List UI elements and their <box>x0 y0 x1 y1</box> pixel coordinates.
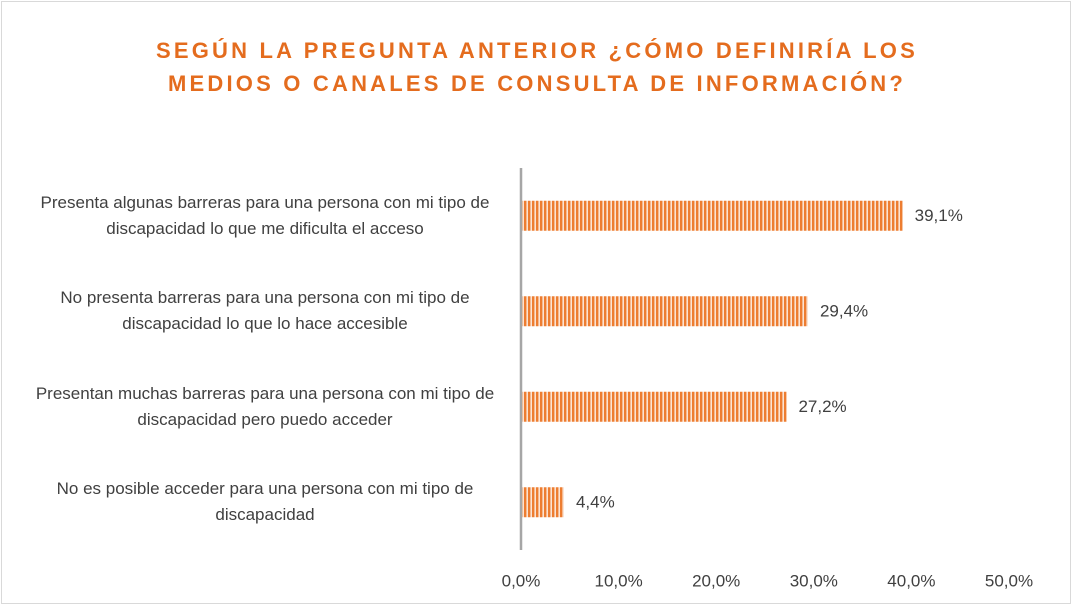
y-tick-label: Presenta algunas barreras para una perso… <box>40 192 490 238</box>
x-tick-label: 20,0% <box>692 571 740 590</box>
value-label: 4,4% <box>576 493 615 512</box>
y-tick-label: Presentan muchas barreras para una perso… <box>35 383 495 429</box>
y-tick-label: No presenta barreras para una persona co… <box>60 288 470 334</box>
bar <box>521 391 787 422</box>
chart-title: SEGÚN LA PREGUNTA ANTERIOR ¿CÓMO DEFINIR… <box>156 38 918 96</box>
bar <box>521 487 564 518</box>
value-label: 39,1% <box>915 206 963 225</box>
bar <box>521 200 903 231</box>
x-tick-label: 0,0% <box>502 571 541 590</box>
y-tick-label: No es posible acceder para una persona c… <box>56 479 474 525</box>
x-tick-label: 40,0% <box>887 571 935 590</box>
x-tick-label: 50,0% <box>985 571 1033 590</box>
x-tick-label: 10,0% <box>594 571 642 590</box>
x-tick-label: 30,0% <box>790 571 838 590</box>
value-label: 29,4% <box>820 302 868 321</box>
bar <box>521 296 808 327</box>
value-label: 27,2% <box>798 397 846 416</box>
